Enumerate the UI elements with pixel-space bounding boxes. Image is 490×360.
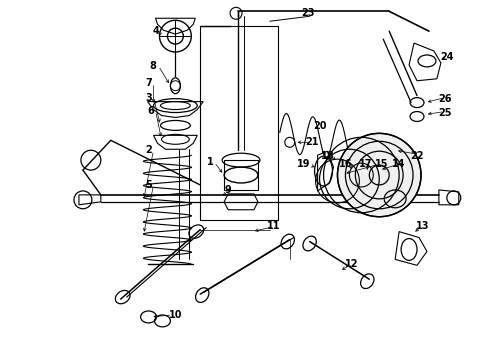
Text: 17: 17	[359, 159, 372, 169]
Text: 13: 13	[416, 221, 430, 231]
Text: 12: 12	[344, 259, 358, 269]
Text: 16: 16	[339, 159, 352, 169]
Text: 4: 4	[152, 26, 159, 36]
Text: 10: 10	[169, 310, 182, 320]
Bar	[200, 26, 278, 220]
Text: 25: 25	[438, 108, 452, 117]
Circle shape	[338, 133, 421, 217]
Text: 8: 8	[149, 61, 156, 71]
Text: 6: 6	[147, 105, 154, 116]
Text: 11: 11	[267, 221, 281, 231]
Text: 19: 19	[297, 159, 311, 169]
Text: 7: 7	[145, 78, 152, 88]
Text: 21: 21	[305, 137, 318, 147]
Text: 15: 15	[374, 159, 388, 169]
Text: 14: 14	[392, 159, 406, 169]
Text: 9: 9	[225, 185, 231, 195]
Text: 18: 18	[321, 151, 334, 161]
Text: 5: 5	[145, 180, 152, 190]
Text: 26: 26	[438, 94, 452, 104]
Text: 24: 24	[440, 52, 454, 62]
Text: 3: 3	[145, 93, 152, 103]
Text: 22: 22	[410, 151, 424, 161]
Text: 1: 1	[207, 157, 214, 167]
Text: 2: 2	[145, 145, 152, 155]
Text: 23: 23	[301, 8, 315, 18]
Text: 20: 20	[313, 121, 326, 131]
